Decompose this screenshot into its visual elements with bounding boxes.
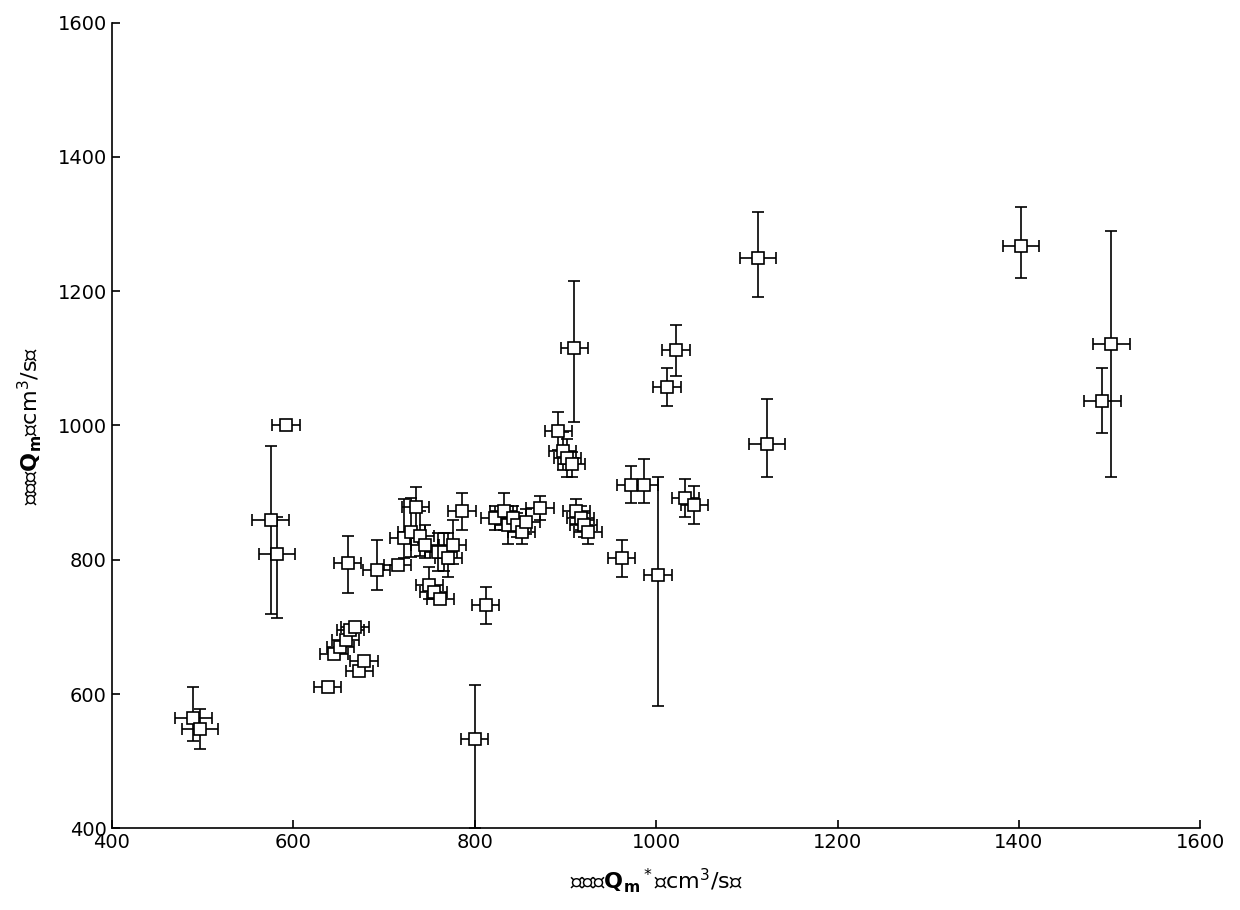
X-axis label: 预测值$\mathbf{Q_m}^*$（cm$^3$/s）: 预测值$\mathbf{Q_m}^*$（cm$^3$/s） [569,866,743,895]
Y-axis label: 实测值$\mathbf{Q_m}$（cm$^3$/s）: 实测值$\mathbf{Q_m}$（cm$^3$/s） [15,347,43,504]
